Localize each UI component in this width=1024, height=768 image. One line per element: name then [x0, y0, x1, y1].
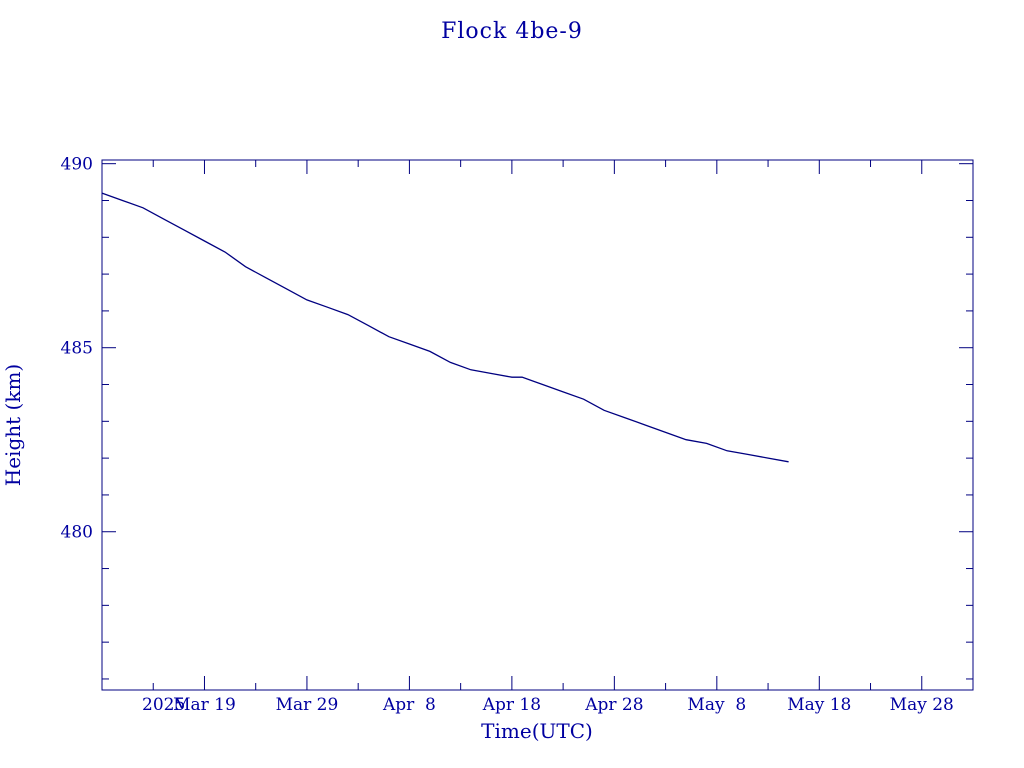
x-tick-label: May 8 [687, 695, 746, 715]
x-tick-label: Mar 19 [173, 695, 236, 715]
y-axis: 480 485 490 [61, 155, 973, 680]
x-start-label: 2025 [142, 695, 185, 715]
y-tick-label: 480 [61, 523, 93, 543]
y-tick-label: 485 [61, 339, 93, 359]
x-tick-label: May 18 [787, 695, 851, 715]
x-tick-label: Apr 8 [382, 695, 436, 715]
height-series-line [101, 192, 789, 463]
y-axis-label: Height (km) [1, 364, 25, 486]
x-axis: Mar 19 Mar 29 Apr 8 Apr 18 Apr 28 May 8 May 18… [152, 160, 954, 715]
x-tick-label: Mar 29 [276, 695, 339, 715]
chart-title: Flock 4be-9 [441, 19, 583, 44]
y-tick-label: 490 [61, 155, 93, 175]
plot-frame [101, 159, 974, 691]
x-tick-label: May 28 [890, 695, 954, 715]
x-axis-label: Time(UTC) [481, 719, 593, 743]
x-tick-label: Apr 18 [482, 695, 541, 715]
x-tick-label: Apr 28 [584, 695, 643, 715]
